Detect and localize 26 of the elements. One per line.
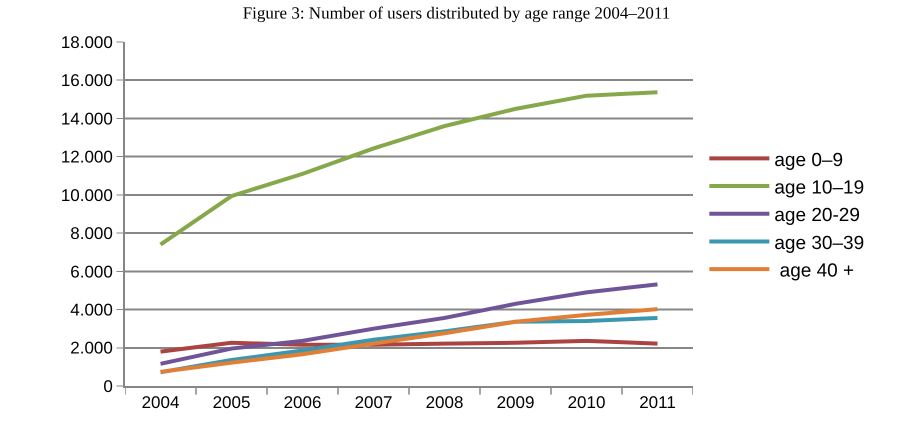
y-tick-label: 12.000 bbox=[60, 148, 113, 167]
x-tick-label: 2008 bbox=[426, 393, 464, 412]
y-tick-label: 2.000 bbox=[70, 338, 113, 358]
line-series bbox=[158, 282, 660, 366]
chart-title: Figure 3: Number of users distributed by age range 2004–2011 bbox=[242, 4, 670, 23]
legend-label: age 0–9 bbox=[774, 150, 844, 171]
y-tick-label: 14.000 bbox=[60, 109, 113, 128]
y-tick-label: 4.000 bbox=[70, 300, 113, 320]
x-tick-label: 2011 bbox=[639, 393, 676, 412]
legend-label: age 40 + bbox=[774, 260, 854, 282]
x-tick-label: 2005 bbox=[212, 393, 250, 412]
legend-label: age 10–19 bbox=[774, 177, 864, 198]
line-series bbox=[158, 90, 660, 247]
y-tick-label: 0 bbox=[103, 376, 113, 396]
y-tick-label: 16.000 bbox=[60, 71, 113, 90]
y-tick-label: 10.000 bbox=[60, 186, 113, 205]
y-tick-label: 8.000 bbox=[70, 224, 113, 244]
x-tick-label: 2006 bbox=[284, 393, 322, 412]
x-tick-label: 2007 bbox=[354, 393, 392, 412]
x-tick-label: 2004 bbox=[142, 393, 180, 412]
legend-label: age 20-29 bbox=[774, 205, 860, 226]
x-tick-label: 2010 bbox=[568, 393, 606, 412]
y-tick-label: 6.000 bbox=[70, 262, 113, 282]
legend-label: age 30–39 bbox=[774, 232, 864, 254]
x-tick-label: 2009 bbox=[496, 393, 534, 412]
y-tick-label: 18.000 bbox=[60, 32, 113, 52]
